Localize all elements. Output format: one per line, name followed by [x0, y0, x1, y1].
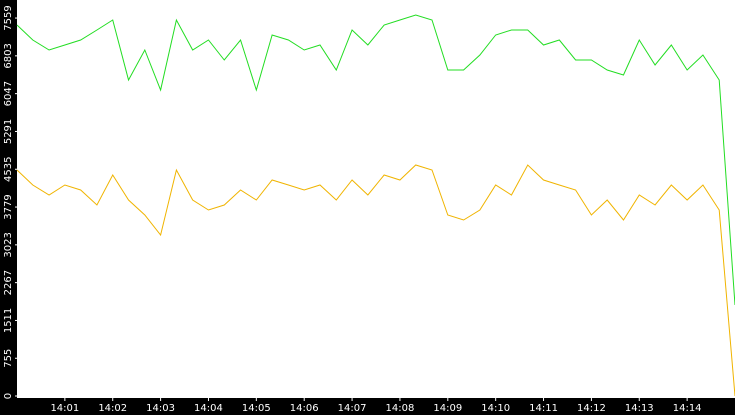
- x-tick-label: 14:11: [529, 403, 558, 414]
- plot-area: [17, 0, 735, 398]
- x-tick-label: 14:08: [386, 403, 415, 414]
- x-tick-label: 14:01: [50, 403, 79, 414]
- series-line: [16, 14, 735, 306]
- y-tick-label: 6047: [3, 81, 14, 106]
- x-tick-label: 14:06: [290, 403, 319, 414]
- x-tick-label: 14:05: [242, 403, 271, 414]
- x-tick-label: 14:12: [577, 403, 606, 414]
- y-tick-label: 4535: [3, 157, 14, 182]
- y-tick-label: 3023: [3, 232, 14, 257]
- x-tick-label: 14:10: [481, 403, 510, 414]
- series-line: [16, 164, 735, 397]
- y-tick-label: 1511: [3, 308, 14, 333]
- x-tick-label: 14:14: [673, 403, 702, 414]
- y-tick-label: 7559: [3, 5, 14, 30]
- x-tick-label: 14:07: [338, 403, 367, 414]
- x-tick-label: 14:03: [146, 403, 175, 414]
- x-tick-label: 14:09: [433, 403, 462, 414]
- y-tick-label: 755: [3, 349, 14, 368]
- y-tick-label: 3779: [3, 194, 14, 219]
- y-tick-label: 2267: [3, 270, 14, 295]
- y-tick-label: 0: [3, 393, 14, 399]
- y-tick-label: 5291: [3, 119, 14, 144]
- x-tick-label: 14:13: [625, 403, 654, 414]
- y-tick-label: 6803: [3, 43, 14, 68]
- x-tick-label: 14:02: [98, 403, 127, 414]
- x-tick-label: 14:04: [194, 403, 223, 414]
